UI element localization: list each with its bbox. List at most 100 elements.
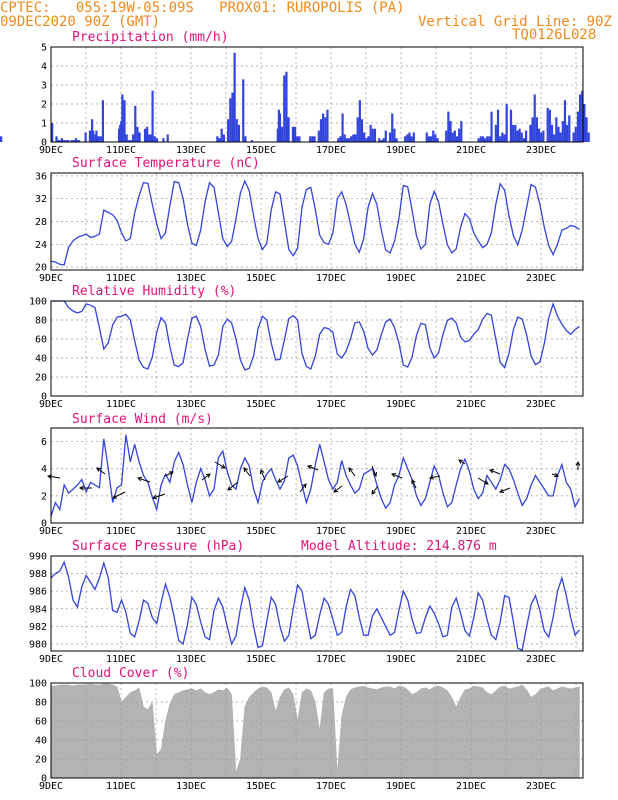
precipitation-bar — [587, 132, 590, 142]
precipitation-bar — [324, 117, 327, 142]
pressure-xtick: 19DEC — [386, 654, 416, 665]
humidity-ytick: 20 — [35, 373, 47, 384]
wind-arrow — [371, 465, 377, 477]
precipitation-bar — [151, 90, 154, 142]
precipitation-xtick: 13DEC — [176, 145, 206, 156]
precipitation-bar — [447, 111, 450, 142]
wind-arrow-head — [205, 473, 211, 478]
wind-xtick: 23DEC — [526, 526, 556, 537]
pressure-xtick: 13DEC — [176, 654, 206, 665]
precipitation-bar — [391, 113, 394, 142]
wind-arrow-head — [220, 464, 226, 469]
wind-arrow-head — [277, 478, 283, 483]
wind-arrow-head — [428, 475, 434, 480]
precipitation-bar — [518, 128, 521, 142]
temperature-xtick: 21DEC — [456, 273, 486, 284]
precipitation-bar — [449, 121, 452, 142]
pressure-ytick: 984 — [29, 604, 47, 615]
cloud-cover-ytick: 80 — [35, 698, 47, 709]
wind-arrow — [243, 467, 251, 477]
precipitation-bar — [434, 134, 437, 142]
precipitation-bar — [278, 113, 282, 142]
humidity-frame — [50, 300, 584, 397]
pressure-line — [50, 560, 581, 651]
precipitation-bar — [522, 138, 526, 142]
precipitation-bar — [363, 132, 366, 142]
humidity-line — [51, 300, 580, 371]
header-run-date: 09DEC2020 90Z (GMT) — [0, 14, 161, 30]
precipitation-bar — [309, 136, 312, 142]
cloud-cover-area — [50, 683, 580, 779]
precipitation-bar — [281, 126, 284, 142]
precipitation-bar — [388, 132, 392, 142]
precipitation-bar — [356, 117, 359, 142]
wind-arrow-head — [96, 467, 102, 472]
wind-arrow — [489, 469, 501, 475]
precipitation-bar — [404, 136, 407, 142]
wind-ytick: 2 — [41, 491, 47, 502]
wind-arrow — [477, 477, 489, 485]
precipitation-bar — [501, 132, 504, 142]
precipitation-ytick: 5 — [41, 43, 47, 54]
precipitation-bar — [283, 75, 286, 142]
precipitation-bar — [134, 105, 137, 142]
wind-arrow-head — [137, 476, 142, 482]
precipitation-bar — [153, 136, 156, 142]
precipitation-bar — [166, 134, 169, 142]
humidity-xtick: 23DEC — [526, 399, 556, 410]
precipitation-bar — [244, 136, 247, 142]
pressure-ytick: 988 — [29, 569, 47, 580]
precipitation-bar — [358, 100, 361, 142]
wind-arrow — [411, 479, 417, 489]
header-model-id: TQ0126L028 — [512, 27, 597, 43]
precipitation-bar — [319, 119, 323, 142]
precipitation-bar — [505, 104, 508, 142]
precipitation-bar — [572, 132, 575, 142]
precipitation-bar — [242, 79, 245, 142]
precipitation-bar — [70, 140, 73, 142]
cloud-cover-xtick: 11DEC — [106, 781, 136, 792]
precipitation-bar — [343, 134, 346, 142]
precipitation-bar — [585, 117, 588, 142]
precipitation-bar — [127, 140, 130, 142]
temperature-xtick: 15DEC — [246, 273, 276, 284]
temperature-ytick: 28 — [35, 217, 47, 228]
precipitation-bar — [537, 128, 541, 142]
pressure-frame — [50, 555, 584, 652]
precipitation-bar — [514, 124, 517, 142]
precipitation-bar — [311, 136, 314, 142]
humidity-ytick: 80 — [35, 316, 47, 327]
precipitation-xtick: 19DEC — [386, 145, 416, 156]
precipitation-bar — [95, 130, 98, 142]
precipitation-bar — [486, 136, 489, 142]
wind-arrow-head — [458, 459, 464, 464]
precipitation-bar — [293, 126, 297, 142]
wind-arrow-head — [411, 479, 416, 485]
precipitation-bar — [155, 138, 158, 142]
wind-arrow — [277, 475, 289, 483]
temperature-frame — [50, 172, 584, 271]
model-altitude-label: Model Altitude: 214.876 m — [301, 539, 497, 554]
precipitation-xtick: 11DEC — [106, 145, 136, 156]
temperature-xtick: 17DEC — [316, 273, 346, 284]
wind-ytick: 0 — [41, 519, 47, 530]
wind-arrow — [214, 461, 226, 469]
precipitation-bar — [432, 130, 435, 142]
humidity-xtick: 19DEC — [386, 399, 416, 410]
temperature-ytick: 24 — [35, 240, 47, 251]
wind-xtick: 21DEC — [456, 526, 486, 537]
cloud-cover-ytick: 40 — [35, 736, 47, 747]
wind-xtick: 11DEC — [106, 526, 136, 537]
cloud-cover-xtick: 15DEC — [246, 781, 276, 792]
precipitation-bar — [60, 138, 63, 142]
cloud-cover-title: Cloud Cover (%) — [72, 666, 190, 681]
precipitation-bar — [84, 132, 87, 142]
wind-arrow-head — [243, 467, 248, 473]
precipitation-bar — [488, 136, 491, 142]
precipitation-bar — [574, 126, 577, 142]
precipitation-bar — [235, 119, 238, 142]
wind-line — [50, 434, 581, 517]
precipitation-bar — [563, 100, 567, 142]
precipitation-bar — [559, 132, 562, 142]
